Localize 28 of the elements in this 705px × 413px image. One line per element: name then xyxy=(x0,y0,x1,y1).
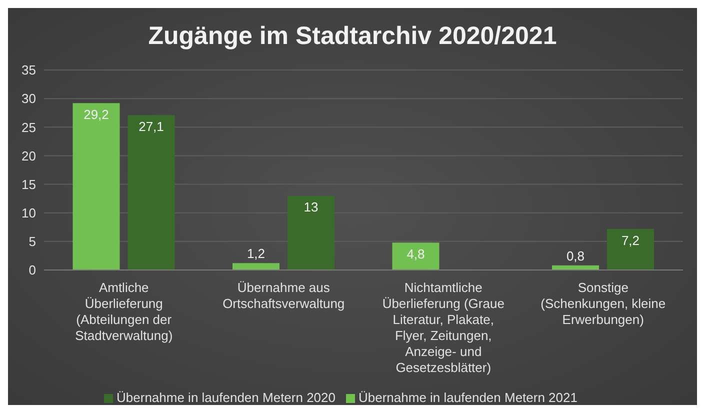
bar xyxy=(392,242,440,270)
bar xyxy=(607,228,654,270)
y-tick-label: 20 xyxy=(22,148,36,164)
data-label: 29,2 xyxy=(84,107,109,122)
data-label: 7,2 xyxy=(621,232,640,248)
y-tick-label: 35 xyxy=(22,62,36,78)
chart-title: Zugänge im Stadtarchiv 2020/2021 xyxy=(147,21,558,52)
bar xyxy=(288,196,335,270)
y-tick-label: 15 xyxy=(22,176,36,192)
bar xyxy=(232,263,280,270)
data-label: 0,8 xyxy=(566,248,585,264)
bar xyxy=(128,115,175,270)
x-tick-label: Nichtamtliche Überlieferung (Graue Literatur, Plakate, Flyer, Zeitungen, Anzeige- und Gesetzesblätter) xyxy=(382,280,504,375)
y-tick-label: 25 xyxy=(22,120,36,135)
data-label: 13 xyxy=(304,200,318,215)
y-tick-label: 0 xyxy=(28,262,36,278)
x-tick-label: Übernahme aus Ortschaftsverwaltung xyxy=(222,280,345,311)
legend-label: Übernahme in laufenden Metern 2021 xyxy=(358,390,578,405)
x-tick-label: Sonstige (Schenkungen, kleine Erwerbungen) xyxy=(540,280,666,327)
data-label: 4,8 xyxy=(406,246,425,262)
bar xyxy=(72,103,120,270)
data-label: 1,2 xyxy=(246,246,266,262)
x-tick-label: Amtliche Überlieferung (Abteilungen der Stadtverwaltung) xyxy=(75,280,173,343)
y-tick-label: 5 xyxy=(28,234,36,250)
data-label: 27,1 xyxy=(138,119,164,134)
y-tick-label: 10 xyxy=(22,205,36,220)
legend-label: Übernahme in laufenden Metern 2020 xyxy=(116,390,336,405)
y-tick-label: 30 xyxy=(22,91,36,106)
